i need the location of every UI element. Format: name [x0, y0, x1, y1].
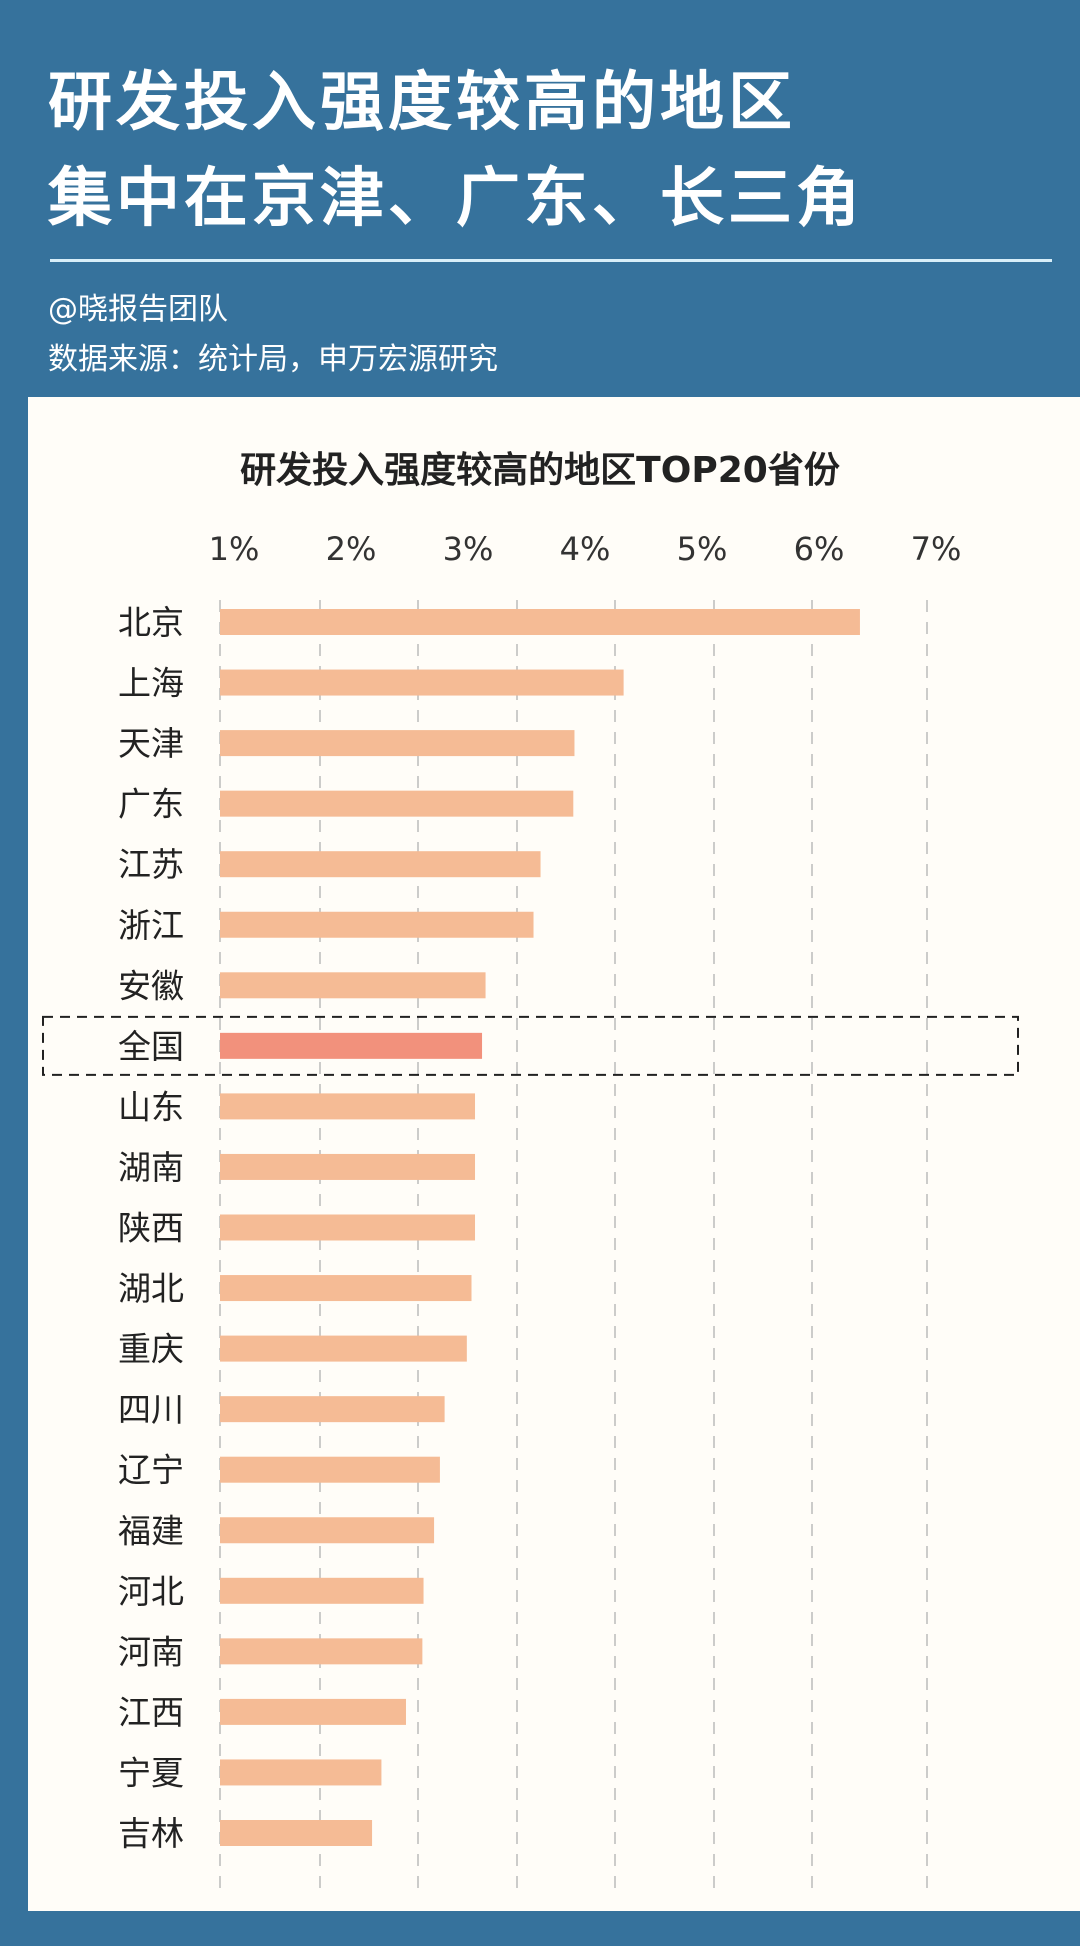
category-label: 宁夏: [118, 1753, 184, 1792]
highlight-box: [42, 1015, 1019, 1076]
divider: [50, 259, 1052, 262]
category-label: 湖南: [118, 1148, 184, 1187]
chart-title: 研发投入强度较高的地区TOP20省份: [240, 450, 840, 491]
bar-8: [220, 1093, 476, 1120]
bar-9: [220, 1153, 476, 1180]
headline-line-1: 研发投入强度较高的地区: [48, 66, 796, 140]
bar-11: [220, 1275, 472, 1302]
category-label: 广东: [118, 785, 184, 824]
bar-2: [220, 730, 575, 757]
category-label: 安徽: [118, 966, 184, 1005]
bar-14: [220, 1456, 440, 1483]
bar-15: [220, 1517, 435, 1544]
bar-7: [220, 1032, 483, 1059]
category-label: 湖北: [118, 1269, 184, 1308]
category-label: 江苏: [118, 845, 184, 884]
headline: 研发投入强度较高的地区 集中在京津、广东、长三角: [48, 55, 864, 247]
data-source: 数据来源：统计局，申万宏源研究: [48, 342, 498, 377]
bar-5: [220, 911, 534, 938]
x-tick-label: 6%: [794, 530, 845, 568]
bar-1: [220, 669, 624, 696]
category-label: 北京: [118, 603, 184, 642]
bar-13: [220, 1396, 445, 1423]
bar-3: [220, 790, 574, 817]
bar-12: [220, 1335, 467, 1362]
bar-10: [220, 1214, 476, 1241]
category-label: 天津: [118, 724, 184, 763]
category-label: 山东: [118, 1087, 184, 1126]
category-label: 辽宁: [118, 1451, 184, 1490]
headline-line-2: 集中在京津、广东、长三角: [48, 162, 864, 236]
category-label: 河北: [118, 1572, 184, 1611]
category-label: 四川: [118, 1390, 184, 1429]
bar-6: [220, 972, 486, 999]
bar-16: [220, 1577, 424, 1604]
category-label: 吉林: [118, 1814, 184, 1853]
category-label: 河南: [118, 1632, 184, 1671]
bar-4: [220, 851, 541, 878]
category-label: 浙江: [118, 906, 184, 945]
author: @晓报告团队: [48, 292, 228, 327]
category-label: 上海: [118, 664, 184, 703]
x-tick-label: 1%: [209, 530, 260, 568]
bar-20: [220, 1820, 373, 1846]
bar-0: [220, 609, 860, 635]
x-tick-label: 7%: [911, 530, 962, 568]
category-label: 全国: [118, 1027, 184, 1066]
category-label: 江西: [118, 1693, 184, 1732]
bar-18: [220, 1698, 406, 1725]
x-tick-label: 5%: [677, 530, 728, 568]
category-label: 陕西: [118, 1209, 184, 1248]
category-label: 福建: [118, 1511, 184, 1550]
x-tick-label: 4%: [560, 530, 611, 568]
bar-17: [220, 1638, 423, 1665]
category-label: 重庆: [118, 1330, 184, 1369]
x-tick-label: 3%: [443, 530, 494, 568]
x-tick-label: 2%: [326, 530, 377, 568]
bar-19: [220, 1759, 382, 1786]
